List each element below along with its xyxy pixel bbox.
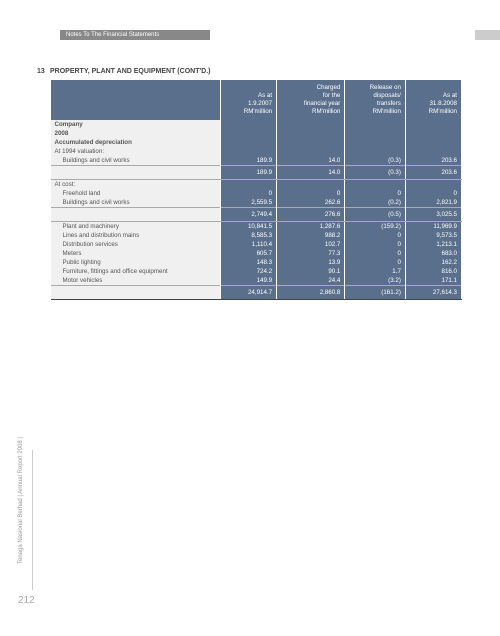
col-release: Release on disposals/ transfers RM'milli… (345, 80, 406, 120)
col-charged: Charged for the financial year RM'millio… (277, 80, 345, 120)
table-row: At cost: (51, 180, 462, 190)
table-row: Meters 605.777.30683.0 (51, 249, 462, 258)
table-row: Buildings and civil works 189.914.0(0.3)… (51, 156, 462, 166)
subtotal-row: 189.914.0(0.3)203.6 (51, 166, 462, 180)
side-divider (32, 450, 33, 590)
side-text: Tenaga Nasional Berhad | Annual Report 2… (18, 437, 24, 564)
table-row: Company (51, 120, 462, 129)
table-row: Plant and machinery 10,841.51,287.6(159.… (51, 222, 462, 232)
total-row: 24,914.72,860.8(161.2)27,614.3 (51, 286, 462, 300)
table-row: 2008 (51, 129, 462, 138)
col-asat-open: As at 1.9.2007 RM'million (221, 80, 277, 120)
table-row: Buildings and civil works 2,559.5262.6(0… (51, 198, 462, 208)
table-row: Distribution services 1,110.4102.701,213… (51, 240, 462, 249)
table-row: Freehold land 0000 (51, 189, 462, 198)
table-header-row: As at 1.9.2007 RM'million Charged for th… (51, 80, 462, 120)
col-label (51, 80, 221, 120)
col-asat-close: As at 31.8.2008 RM'million (405, 80, 461, 120)
section-title: PROPERTY, PLANT AND EQUIPMENT (CONT'D.) (50, 68, 210, 75)
side-report: Annual Report 2008 (18, 440, 24, 493)
ppe-table: As at 1.9.2007 RM'million Charged for th… (50, 80, 462, 300)
side-company: Tenaga Nasional Berhad (18, 498, 24, 564)
table-row: Public lighting 148.313.90162.2 (51, 258, 462, 267)
table-row: Furniture, fittings and office equipment… (51, 267, 462, 276)
section-number: 13 (37, 68, 45, 75)
table-row: At 1994 valuation: (51, 147, 462, 156)
header-bar: Notes To The Financial Statements (60, 30, 210, 40)
table-row: Accumulated depreciation (51, 138, 462, 147)
table-row: Motor vehicles 149.924.4(3.2)171.1 (51, 276, 462, 286)
page-number: 212 (18, 595, 35, 606)
header-bar-accent (475, 30, 500, 40)
table-row: Lines and distribution mains 8,585.3988.… (51, 231, 462, 240)
subtotal-row: 2,749.4276.6(0.5)3,025.5 (51, 208, 462, 222)
header-text: Notes To The Financial Statements (66, 32, 159, 38)
